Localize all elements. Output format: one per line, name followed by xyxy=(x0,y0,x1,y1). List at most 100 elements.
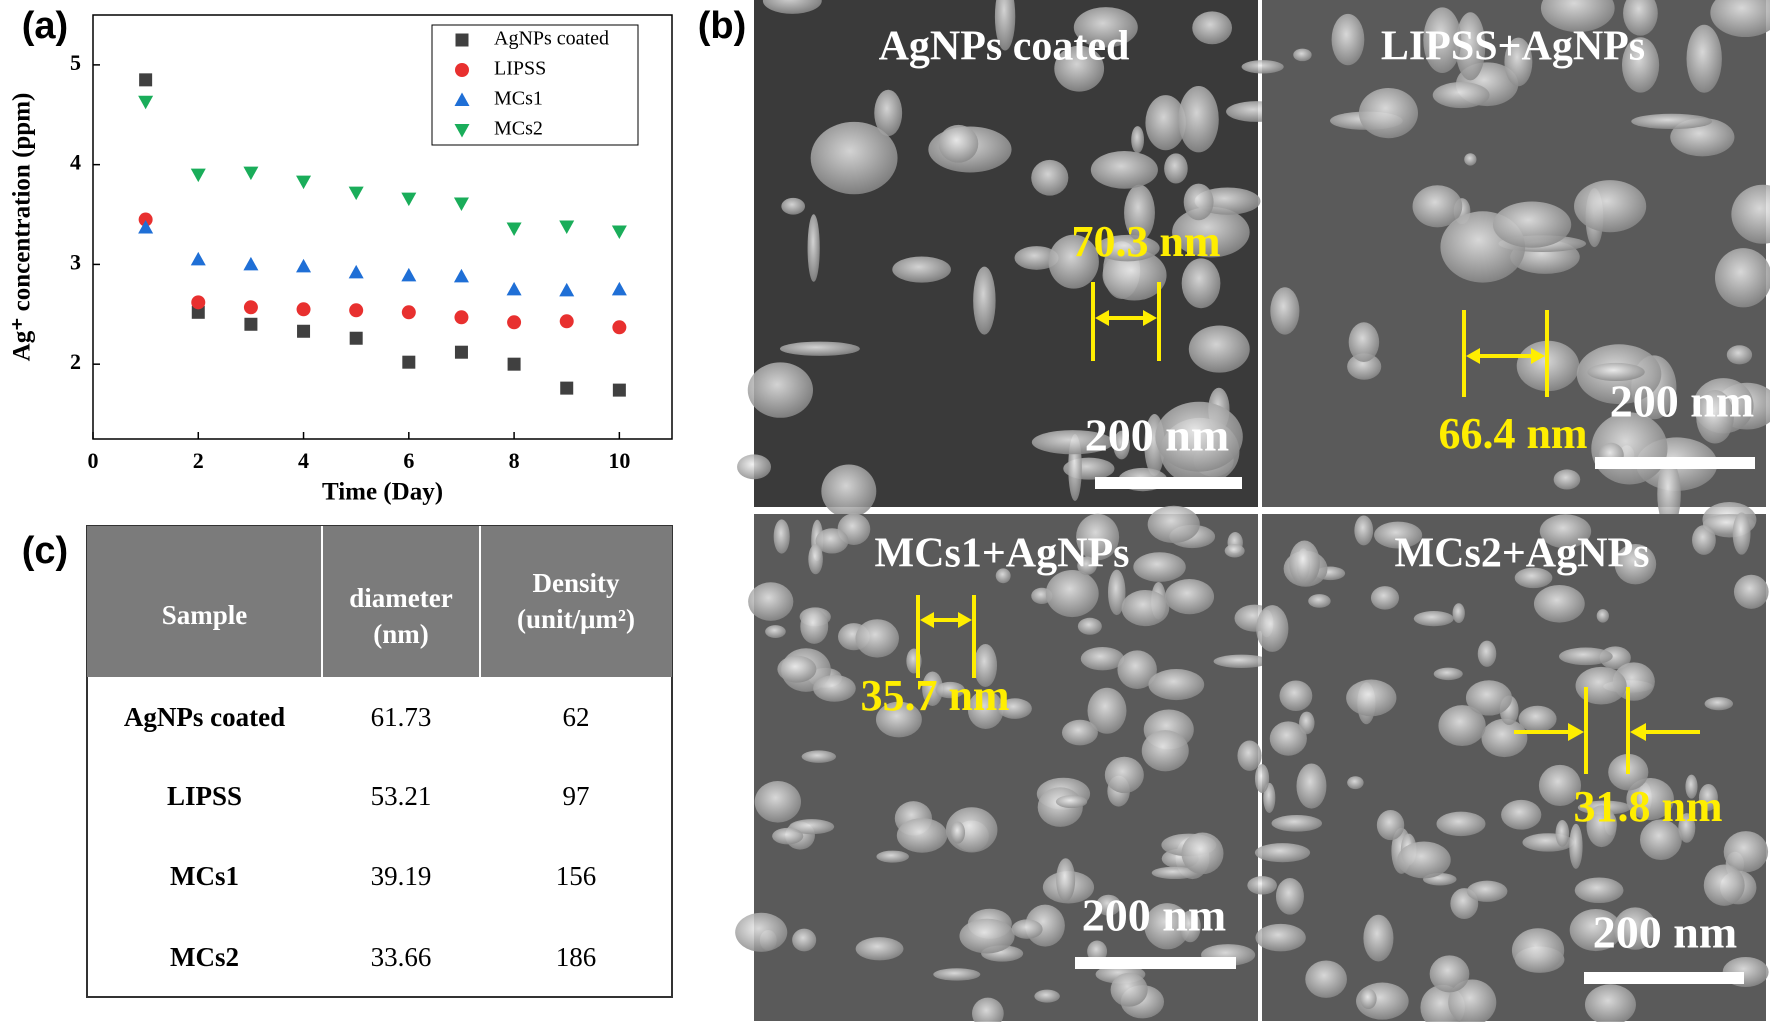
sem-image: AgNPs coated 70.3 nm 200 nm xyxy=(737,0,1287,518)
particle xyxy=(748,582,794,621)
particle xyxy=(1715,248,1770,308)
table-cell: 186 xyxy=(556,942,597,972)
marker xyxy=(401,305,416,320)
particle xyxy=(1183,183,1214,221)
particle xyxy=(1412,185,1463,228)
particle xyxy=(1095,234,1160,262)
particle xyxy=(1155,401,1243,472)
particle xyxy=(1436,811,1486,837)
particle xyxy=(1492,201,1572,248)
particle xyxy=(1045,569,1099,618)
particle xyxy=(1011,919,1043,939)
particle xyxy=(1574,877,1624,904)
particle xyxy=(1692,525,1716,555)
particle xyxy=(735,912,788,952)
particle xyxy=(762,0,822,14)
image-title: MCs1+AgNPs xyxy=(875,531,1130,577)
image-title: LIPSS+AgNPs xyxy=(1381,24,1645,70)
marker xyxy=(243,256,259,271)
marker xyxy=(507,315,522,330)
scale-bar-label: 200 nm xyxy=(1082,890,1226,941)
particle xyxy=(1293,48,1312,62)
particle xyxy=(1698,784,1718,811)
particle xyxy=(1678,813,1696,843)
particle xyxy=(1686,24,1722,93)
particle xyxy=(855,619,899,658)
particle xyxy=(1477,640,1497,667)
particle xyxy=(1296,763,1327,809)
particle xyxy=(1164,579,1215,615)
particle xyxy=(1703,864,1745,906)
table-header: (nm) xyxy=(373,619,429,649)
particle xyxy=(1569,909,1622,952)
particle xyxy=(1148,669,1205,701)
measurement-label: 66.4 nm xyxy=(1438,409,1587,458)
table-row-header: AgNPs coated xyxy=(124,702,285,732)
particle xyxy=(1192,11,1233,45)
marker xyxy=(349,303,364,318)
particle xyxy=(1455,12,1486,81)
particle xyxy=(1133,552,1186,582)
particle xyxy=(1181,258,1221,309)
particle xyxy=(1179,910,1201,943)
particle xyxy=(821,464,877,518)
particle xyxy=(807,214,820,282)
particle xyxy=(765,625,786,638)
particle xyxy=(1256,605,1289,652)
y-tick-label: 2 xyxy=(70,349,81,374)
y-tick-label: 4 xyxy=(70,150,81,175)
particle xyxy=(1102,249,1167,301)
particle xyxy=(1438,705,1486,747)
particle xyxy=(973,266,996,335)
particle xyxy=(1254,843,1311,863)
particle xyxy=(1732,512,1751,555)
particle xyxy=(1073,7,1138,48)
marker xyxy=(244,317,258,331)
particle xyxy=(1054,45,1105,92)
particle xyxy=(1613,907,1657,950)
table-cell: 53.21 xyxy=(371,781,432,811)
marker xyxy=(296,258,312,273)
particle xyxy=(1363,914,1394,962)
particle xyxy=(1110,972,1148,1007)
particle xyxy=(1481,718,1528,758)
particle xyxy=(773,519,790,554)
marker xyxy=(190,168,206,183)
particle xyxy=(1704,697,1734,711)
particle xyxy=(1626,777,1674,821)
particle xyxy=(1263,782,1276,813)
marker xyxy=(138,212,153,227)
particle xyxy=(1144,903,1190,950)
particle xyxy=(1370,586,1400,610)
arrow-head xyxy=(1095,310,1109,326)
particle xyxy=(1723,831,1769,873)
particle xyxy=(994,0,1016,51)
particle xyxy=(813,674,856,702)
particle xyxy=(1087,687,1127,734)
x-tick-label: 0 xyxy=(88,448,99,473)
marker xyxy=(454,345,468,359)
marker xyxy=(506,281,522,296)
particle xyxy=(1433,667,1463,681)
particle xyxy=(1308,594,1331,608)
marker xyxy=(612,383,626,397)
particle xyxy=(1107,569,1126,616)
arrow-head xyxy=(1568,723,1584,741)
marker xyxy=(138,95,154,110)
particle xyxy=(1014,246,1059,270)
particle xyxy=(1685,774,1698,799)
arrow-head xyxy=(1531,348,1545,364)
marker xyxy=(191,295,206,310)
particle xyxy=(1347,353,1382,380)
particle xyxy=(754,780,802,823)
measurement-label: 31.8 nm xyxy=(1573,782,1722,831)
particle xyxy=(1346,679,1397,717)
y-tick-label: 5 xyxy=(70,50,81,75)
particle xyxy=(874,89,903,137)
legend-marker xyxy=(455,33,469,47)
particle xyxy=(747,362,814,418)
particle xyxy=(1358,87,1419,139)
image-title: AgNPs coated xyxy=(879,24,1130,70)
